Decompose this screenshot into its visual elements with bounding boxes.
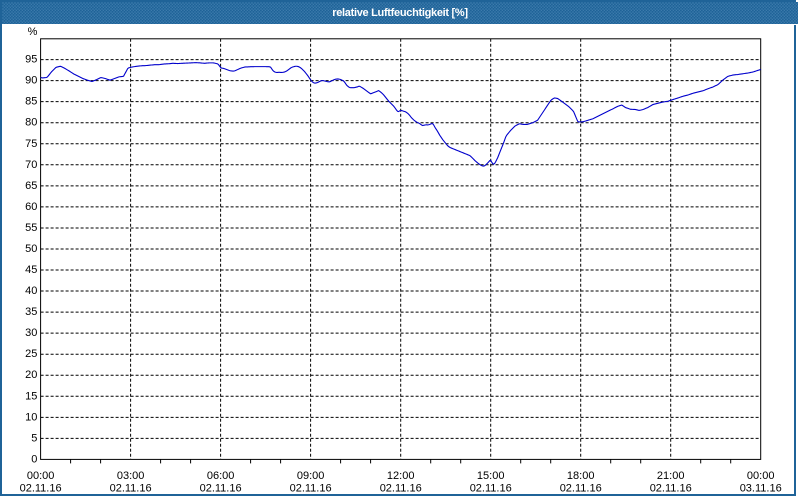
svg-text:02.11.16: 02.11.16	[290, 482, 332, 494]
svg-text:02.11.16: 02.11.16	[650, 482, 692, 494]
svg-text:02.11.16: 02.11.16	[110, 482, 152, 494]
svg-text:50: 50	[25, 243, 37, 255]
svg-text:00:00: 00:00	[747, 470, 775, 482]
svg-text:80: 80	[25, 117, 37, 129]
svg-text:70: 70	[25, 159, 37, 171]
svg-text:5: 5	[31, 432, 37, 444]
svg-text:21:00: 21:00	[657, 470, 685, 482]
svg-text:03.11.16: 03.11.16	[740, 482, 782, 494]
svg-text:90: 90	[25, 75, 37, 87]
svg-text:95: 95	[25, 54, 37, 66]
svg-text:00:00: 00:00	[27, 470, 55, 482]
svg-text:15:00: 15:00	[477, 470, 505, 482]
svg-text:0: 0	[31, 453, 37, 465]
svg-text:%: %	[28, 26, 38, 38]
svg-text:30: 30	[25, 327, 37, 339]
svg-text:45: 45	[25, 264, 37, 276]
svg-text:55: 55	[25, 222, 37, 234]
svg-text:60: 60	[25, 201, 37, 213]
svg-text:02.11.16: 02.11.16	[470, 482, 512, 494]
svg-text:02.11.16: 02.11.16	[20, 482, 62, 494]
svg-text:85: 85	[25, 96, 37, 108]
svg-text:15: 15	[25, 390, 37, 402]
svg-text:35: 35	[25, 306, 37, 318]
svg-text:02.11.16: 02.11.16	[560, 482, 602, 494]
svg-text:75: 75	[25, 138, 37, 150]
svg-text:10: 10	[25, 411, 37, 423]
svg-text:06:00: 06:00	[207, 470, 235, 482]
svg-text:20: 20	[25, 369, 37, 381]
svg-text:03:00: 03:00	[117, 470, 145, 482]
svg-text:18:00: 18:00	[567, 470, 595, 482]
svg-text:65: 65	[25, 180, 37, 192]
svg-text:12:00: 12:00	[387, 470, 415, 482]
svg-text:25: 25	[25, 348, 37, 360]
svg-text:40: 40	[25, 285, 37, 297]
svg-text:02.11.16: 02.11.16	[200, 482, 242, 494]
svg-text:02.11.16: 02.11.16	[380, 482, 422, 494]
svg-text:09:00: 09:00	[297, 470, 325, 482]
